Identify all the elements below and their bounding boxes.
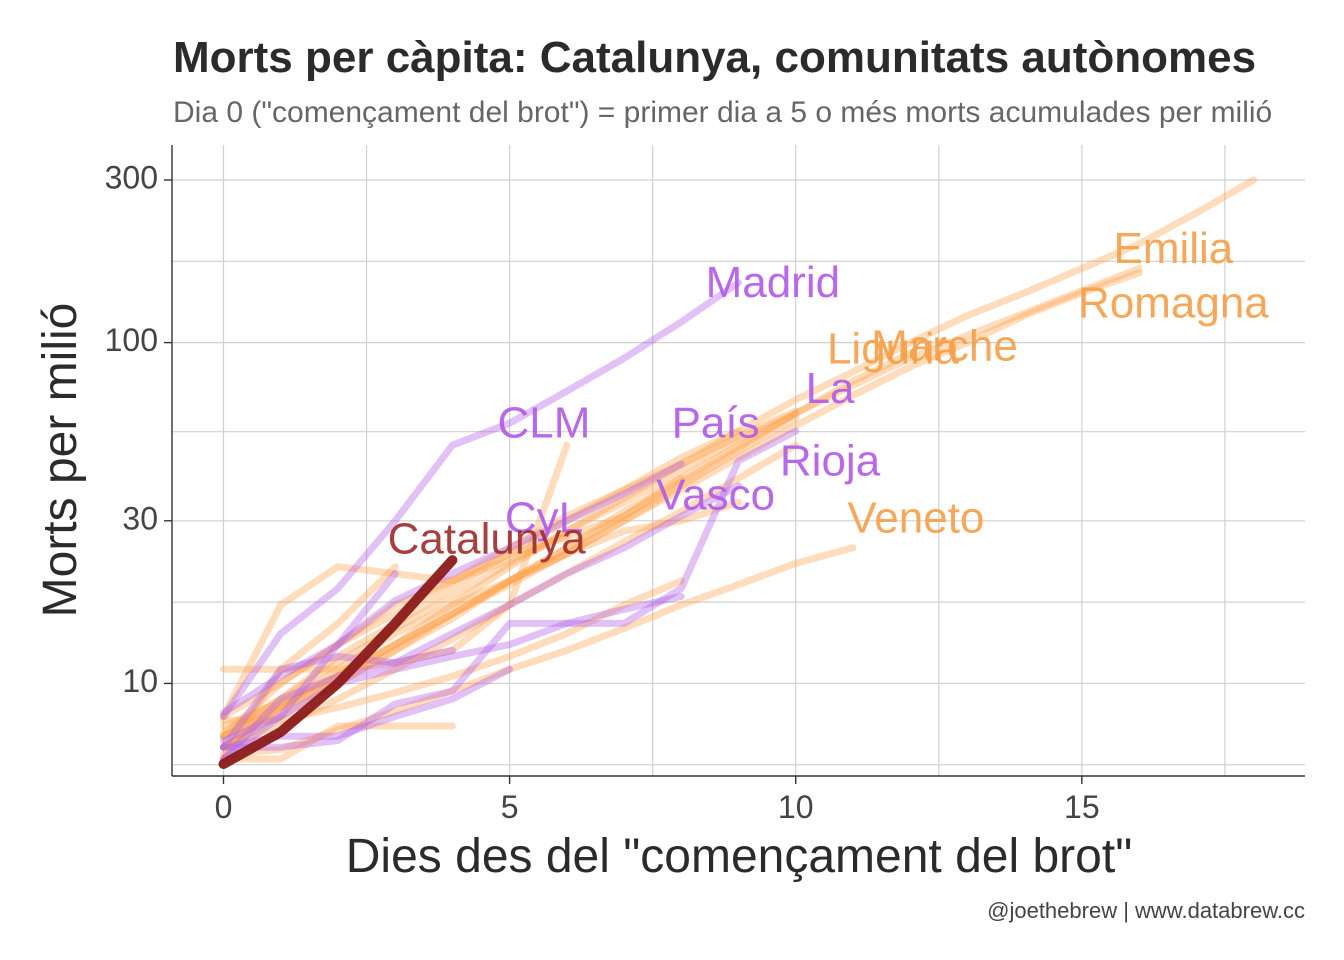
y-tick-label: 300 xyxy=(105,159,158,195)
series-label: Romagna xyxy=(1078,279,1269,328)
series-line-spain xyxy=(220,570,399,744)
series-line-italy xyxy=(220,407,800,720)
x-tick-label: 0 xyxy=(215,789,233,825)
x-tick-label: 10 xyxy=(778,789,814,825)
series-line-italy xyxy=(220,269,1143,751)
series-label: Madrid xyxy=(706,258,841,307)
series-line-italy xyxy=(220,441,800,751)
x-tick-label: 15 xyxy=(1064,789,1100,825)
series-line-italy xyxy=(220,532,571,740)
series-label: Emilia xyxy=(1113,224,1233,273)
x-axis-ticks: 0 5 10 15 xyxy=(215,776,1100,825)
axes xyxy=(171,145,1305,777)
y-tick-label: 100 xyxy=(105,322,158,358)
series-line-spain xyxy=(220,482,742,751)
series-line-italy xyxy=(220,265,1143,740)
series-line-italy xyxy=(220,176,1257,730)
y-tick-label: 30 xyxy=(122,500,158,536)
series-label: Liguria xyxy=(827,324,960,373)
series-line-italy xyxy=(220,409,800,736)
series-line-spain xyxy=(220,460,685,717)
series-line-spain xyxy=(220,279,742,720)
series-label: Marche xyxy=(871,321,1018,370)
series-line-spain xyxy=(220,592,685,763)
minor-gridlines xyxy=(172,145,1305,776)
series-line-italy xyxy=(220,722,456,763)
y-tick-label: 10 xyxy=(122,663,158,699)
x-tick-label: 5 xyxy=(501,789,519,825)
series-line-italy xyxy=(220,441,571,673)
series-label: CyL xyxy=(505,493,583,542)
series-line-catalonia xyxy=(218,555,458,769)
series-line-italy xyxy=(220,414,800,740)
chart-title: Morts per càpita: Catalunya, comunitats … xyxy=(173,33,1256,82)
series-line-italy xyxy=(220,474,685,720)
major-gridlines xyxy=(172,145,1305,776)
chart-caption: @joethebrew | www.databrew.cc xyxy=(987,898,1305,923)
series-line-spain xyxy=(220,427,800,751)
series-line-italy xyxy=(220,498,742,751)
series-lines xyxy=(218,176,1257,769)
series-line-italy xyxy=(220,544,857,758)
series-label: CLM xyxy=(497,398,590,447)
y-axis-title: Morts per milió xyxy=(34,303,87,618)
y-axis-ticks: 10 30 100 300 xyxy=(105,159,172,699)
series-label: Rioja xyxy=(780,437,881,486)
series-label: Vasco xyxy=(656,471,775,520)
series-label: País xyxy=(672,398,760,447)
series-line-italy xyxy=(220,563,399,763)
series-label: Catalunya xyxy=(388,515,587,564)
chart-subtitle: Dia 0 ("començament del brot") = primer … xyxy=(173,96,1272,129)
x-axis-title: Dies des del "començament del brot" xyxy=(346,830,1132,883)
series-label: Veneto xyxy=(847,493,984,542)
series-line-italy xyxy=(220,427,742,740)
series-label: La xyxy=(806,364,855,413)
